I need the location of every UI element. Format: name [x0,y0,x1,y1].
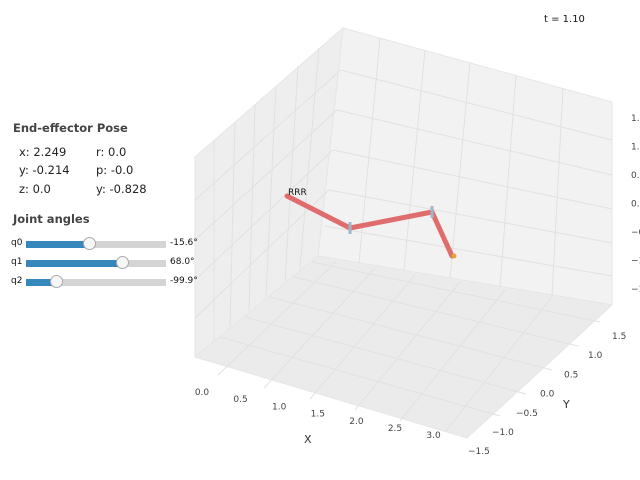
pose-values: x: 2.249 r: 0.0 y: -0.214 p: -0.0 z: 0.0… [13,145,193,205]
pose-x: x: 2.249 [19,145,67,159]
pose-title: End-effector Pose [13,121,128,135]
x-tick-label: 2.0 [349,417,364,427]
pose-y: y: -0.214 [19,163,70,177]
robot-arm: RRR [284,188,457,259]
y-tick-label: −1.0 [492,428,514,438]
y-tick-label: 0.0 [540,390,555,400]
end-effector-pose-panel: End-effector Pose x: 2.249 r: 0.0 y: -0.… [13,121,193,205]
slider-value: -99.9° [170,276,198,286]
slider-value: -15.6° [170,238,198,248]
y-axis-ticks: 1.5 1.0 0.5 0.0−0.5−1.0−1.5 [468,332,626,457]
robot-end-effector [451,253,457,259]
slider-fill [26,279,57,286]
slider-track[interactable] [26,237,166,250]
plot-grid-lines [194,37,613,433]
slider-value: 68.0° [170,257,195,267]
x-tick-label: 1.0 [272,402,287,412]
x-axis-ticks: 0.0 0.5 1.0 1.5 2.0 2.5 3.0 [195,388,441,441]
x-tick-label: 3.0 [426,431,441,441]
z-tick-label: 1. [631,114,640,124]
slider-label: q1 [11,257,23,267]
joint-slider-q0[interactable]: q0 -15.6° [11,237,211,251]
slider-track[interactable] [26,275,166,288]
plot-floor-pane [193,255,614,439]
pose-z: z: 0.0 [19,182,51,196]
z-tick-label: 1. [631,143,640,153]
pose-yaw: y: -0.828 [96,182,147,196]
slider-fill [26,260,123,267]
z-tick-label: −0 [631,228,640,238]
x-axis-title: X [304,433,312,446]
x-tick-label: 2.5 [388,424,402,434]
pose-roll: r: 0.0 [96,145,127,159]
x-tick-label: 0.0 [195,388,210,398]
robot-link-1 [284,193,353,231]
x-tick-label: 1.5 [311,410,325,420]
joint-slider-q2[interactable]: q2 -99.9° [11,275,211,289]
z-tick-label: 0. [631,171,640,181]
joint-angles-title: Joint angles [13,212,90,226]
robot-link-3 [429,209,455,259]
y-tick-label: 0.5 [564,370,578,380]
slider-fill [26,241,91,248]
slider-handle[interactable] [115,256,129,269]
slider-handle[interactable] [49,275,63,288]
time-label: t = 1.10 [544,14,585,25]
slider-label: q0 [11,238,23,248]
x-tick-label: 0.5 [233,395,247,405]
y-tick-label: −1.5 [468,447,490,457]
z-tick-label: −1 [631,257,640,267]
slider-track[interactable] [26,256,166,269]
y-tick-label: −0.5 [516,409,538,419]
pose-pitch: p: -0.0 [96,163,134,177]
robot-link-2 [347,209,435,231]
z-tick-label: 0. [631,200,640,210]
joint-slider-q1[interactable]: q1 68.0° [11,256,211,270]
y-tick-label: 1.0 [588,351,603,361]
slider-handle[interactable] [83,237,97,250]
robot-label: RRR [288,188,307,198]
z-tick-label: −1 [631,285,640,295]
y-tick-label: 1.5 [612,332,626,342]
z-axis-ticks: 1. 1. 0. 0. −0 −1 −1 [631,114,640,295]
y-axis-title: Y [562,398,570,411]
slider-label: q2 [11,276,23,286]
